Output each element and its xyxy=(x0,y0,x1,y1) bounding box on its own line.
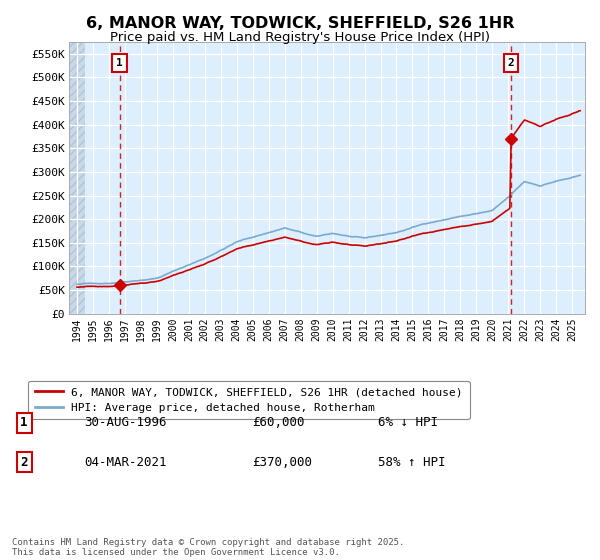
Text: 2: 2 xyxy=(508,58,514,68)
Text: 6% ↓ HPI: 6% ↓ HPI xyxy=(378,416,438,430)
Text: £60,000: £60,000 xyxy=(252,416,305,430)
Text: 58% ↑ HPI: 58% ↑ HPI xyxy=(378,455,445,469)
Text: 30-AUG-1996: 30-AUG-1996 xyxy=(84,416,167,430)
Text: Contains HM Land Registry data © Crown copyright and database right 2025.
This d: Contains HM Land Registry data © Crown c… xyxy=(12,538,404,557)
Text: 1: 1 xyxy=(116,58,123,68)
Bar xyxy=(69,42,85,314)
Text: 6, MANOR WAY, TODWICK, SHEFFIELD, S26 1HR: 6, MANOR WAY, TODWICK, SHEFFIELD, S26 1H… xyxy=(86,16,514,31)
Text: 04-MAR-2021: 04-MAR-2021 xyxy=(84,455,167,469)
Legend: 6, MANOR WAY, TODWICK, SHEFFIELD, S26 1HR (detached house), HPI: Average price, : 6, MANOR WAY, TODWICK, SHEFFIELD, S26 1H… xyxy=(28,380,470,419)
Text: 1: 1 xyxy=(20,416,28,430)
Text: Price paid vs. HM Land Registry's House Price Index (HPI): Price paid vs. HM Land Registry's House … xyxy=(110,31,490,44)
Text: £370,000: £370,000 xyxy=(252,455,312,469)
Text: 2: 2 xyxy=(20,455,28,469)
